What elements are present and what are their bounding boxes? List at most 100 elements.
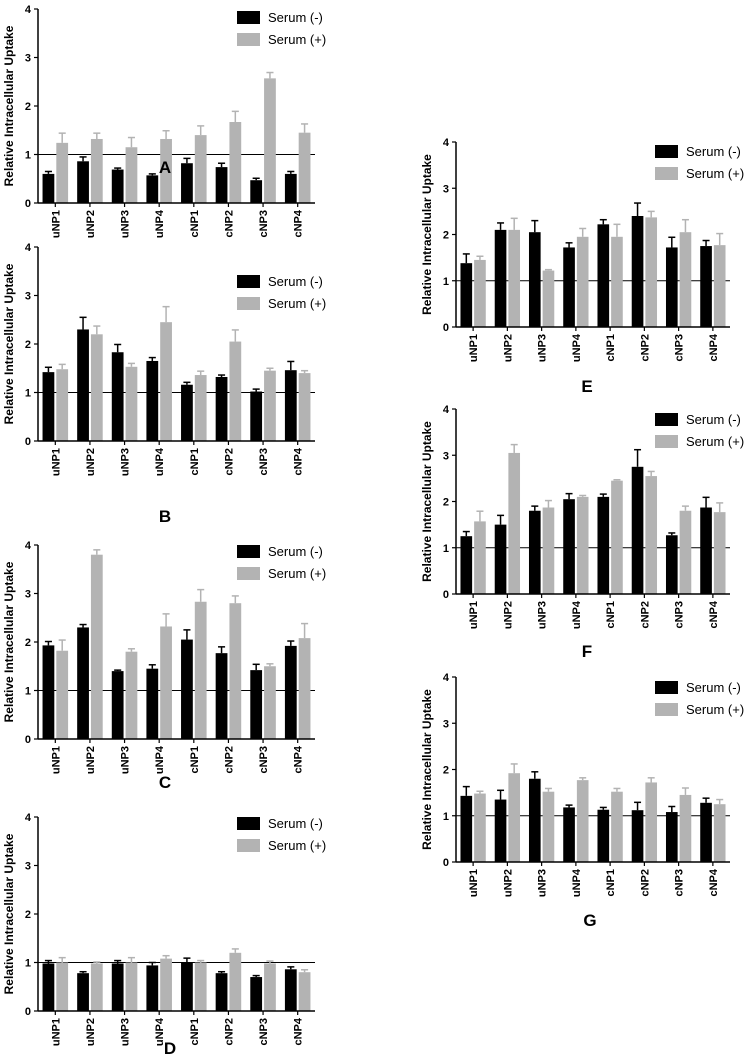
bar-serum-minus-cnp2 <box>215 973 228 1011</box>
category-label-cnp4: cNP4 <box>708 868 720 896</box>
bar-serum-plus-unp3 <box>125 962 138 1011</box>
category-label-cnp2: cNP2 <box>223 210 235 238</box>
bar-serum-minus-cnp2 <box>631 216 644 327</box>
y-tick-label: 4 <box>443 404 450 416</box>
bar-serum-minus-cnp2 <box>631 466 644 594</box>
category-label-cnp2: cNP2 <box>223 746 235 774</box>
category-label-cnp3: cNP3 <box>258 210 270 238</box>
legend-label-serum-plus: Serum (+) <box>268 566 326 581</box>
bar-serum-plus-cnp3 <box>679 510 692 594</box>
bar-serum-minus-cnp4 <box>284 173 297 203</box>
bar-serum-plus-cnp1 <box>194 135 207 203</box>
y-axis-label: Relative Intracellular Uptake <box>2 833 16 994</box>
bar-serum-plus-unp3 <box>542 507 555 594</box>
category-label-unp4: uNP4 <box>154 447 166 476</box>
category-label-unp3: uNP3 <box>537 334 549 362</box>
category-label-cnp1: cNP1 <box>189 746 201 774</box>
bar-serum-minus-cnp4 <box>700 802 712 862</box>
y-tick-label: 1 <box>25 150 31 162</box>
legend-swatch-serum-minus <box>655 413 678 426</box>
bar-serum-minus-unp2 <box>494 229 507 327</box>
category-label-unp4: uNP4 <box>154 209 166 238</box>
y-tick-label: 1 <box>443 811 449 823</box>
y-tick-label: 4 <box>443 137 450 149</box>
bar-serum-plus-unp1 <box>56 962 69 1011</box>
bar-serum-minus-unp2 <box>77 973 89 1011</box>
y-tick-label: 3 <box>443 183 449 195</box>
category-label-cnp3: cNP3 <box>674 601 686 629</box>
panel-label: A <box>159 158 171 177</box>
legend-swatch-serum-plus <box>655 167 678 180</box>
bar-serum-minus-unp2 <box>77 627 89 739</box>
legend-label-serum-plus: Serum (+) <box>686 702 744 717</box>
bar-serum-plus-cnp3 <box>264 963 276 1011</box>
bar-serum-plus-unp3 <box>542 270 555 327</box>
category-label-unp3: uNP3 <box>120 448 132 476</box>
y-axis-label: Relative Intracellular Uptake <box>2 263 16 424</box>
bar-serum-plus-unp2 <box>508 452 521 594</box>
category-label-cnp4: cNP4 <box>708 333 720 361</box>
category-label-cnp3: cNP3 <box>258 448 270 476</box>
bar-serum-minus-cnp1 <box>181 163 193 203</box>
category-label-unp2: uNP2 <box>85 448 97 476</box>
bar-serum-minus-unp1 <box>460 536 473 594</box>
category-label-unp1: uNP1 <box>50 1018 62 1046</box>
bar-serum-plus-unp3 <box>125 147 138 203</box>
category-label-cnp2: cNP2 <box>639 601 651 629</box>
bar-serum-minus-unp1 <box>460 795 473 862</box>
bar-serum-minus-cnp1 <box>181 962 193 1011</box>
y-tick-label: 4 <box>25 242 32 254</box>
y-tick-label: 2 <box>443 765 449 777</box>
bar-serum-minus-cnp3 <box>665 247 678 327</box>
bar-serum-minus-cnp2 <box>215 653 228 739</box>
y-tick-label: 0 <box>443 857 449 869</box>
legend-label-serum-plus: Serum (+) <box>268 32 326 47</box>
bar-serum-minus-unp2 <box>494 799 507 862</box>
bar-serum-minus-unp1 <box>42 963 55 1011</box>
bar-serum-plus-unp4 <box>576 496 589 594</box>
bar-serum-minus-cnp4 <box>700 507 712 594</box>
legend-swatch-serum-plus <box>655 703 678 716</box>
legend-label-serum-plus: Serum (+) <box>268 838 326 853</box>
bar-serum-plus-unp4 <box>160 138 172 203</box>
bar-serum-plus-cnp1 <box>194 601 207 739</box>
y-tick-label: 1 <box>443 543 449 555</box>
bar-serum-plus-cnp4 <box>713 804 726 862</box>
chart-panel-e: 0 1 2 3 4 uNP1 uNP2 uNP3 uNP4 cNP1 cNP2 cNP3 cNP4 Rel… <box>420 137 744 396</box>
category-label-cnp4: cNP4 <box>708 600 720 628</box>
category-label-cnp4: cNP4 <box>293 1017 305 1045</box>
y-axis-label: Relative Intracellular Uptake <box>2 25 16 186</box>
legend-label-serum-minus: Serum (-) <box>686 412 741 427</box>
bar-serum-minus-cnp1 <box>597 496 610 594</box>
bar-serum-plus-cnp2 <box>645 217 658 327</box>
legend-swatch-serum-plus <box>237 297 260 310</box>
bar-serum-minus-cnp3 <box>665 535 678 594</box>
y-tick-label: 3 <box>443 450 449 462</box>
y-axis-label: Relative Intracellular Uptake <box>420 154 434 315</box>
legend-swatch-serum-minus <box>237 817 260 830</box>
bar-serum-plus-unp3 <box>125 651 138 739</box>
panel-label: D <box>164 1039 176 1058</box>
panel-label: B <box>159 507 171 526</box>
category-label-cnp1: cNP1 <box>605 601 617 629</box>
bar-serum-minus-unp2 <box>494 524 507 594</box>
bar-serum-plus-cnp1 <box>611 236 623 327</box>
category-label-cnp1: cNP1 <box>605 869 617 897</box>
bar-serum-plus-cnp1 <box>611 791 623 862</box>
y-tick-label: 0 <box>25 436 31 448</box>
legend-label-serum-minus: Serum (-) <box>686 144 741 159</box>
bar-serum-minus-unp1 <box>42 645 55 739</box>
bar-serum-plus-cnp4 <box>713 512 726 594</box>
y-tick-label: 3 <box>443 718 449 730</box>
bar-serum-plus-cnp1 <box>194 962 207 1011</box>
bar-serum-plus-cnp4 <box>713 245 726 327</box>
bar-serum-minus-unp3 <box>111 963 124 1011</box>
bar-serum-plus-cnp2 <box>645 782 658 862</box>
y-tick-label: 1 <box>25 686 31 698</box>
legend-swatch-serum-minus <box>237 11 260 24</box>
bar-serum-plus-unp2 <box>508 229 521 327</box>
category-label-unp1: uNP1 <box>50 448 62 476</box>
legend-swatch-serum-minus <box>237 545 260 558</box>
bar-serum-plus-cnp2 <box>229 122 242 203</box>
bar-serum-minus-cnp3 <box>250 391 263 441</box>
